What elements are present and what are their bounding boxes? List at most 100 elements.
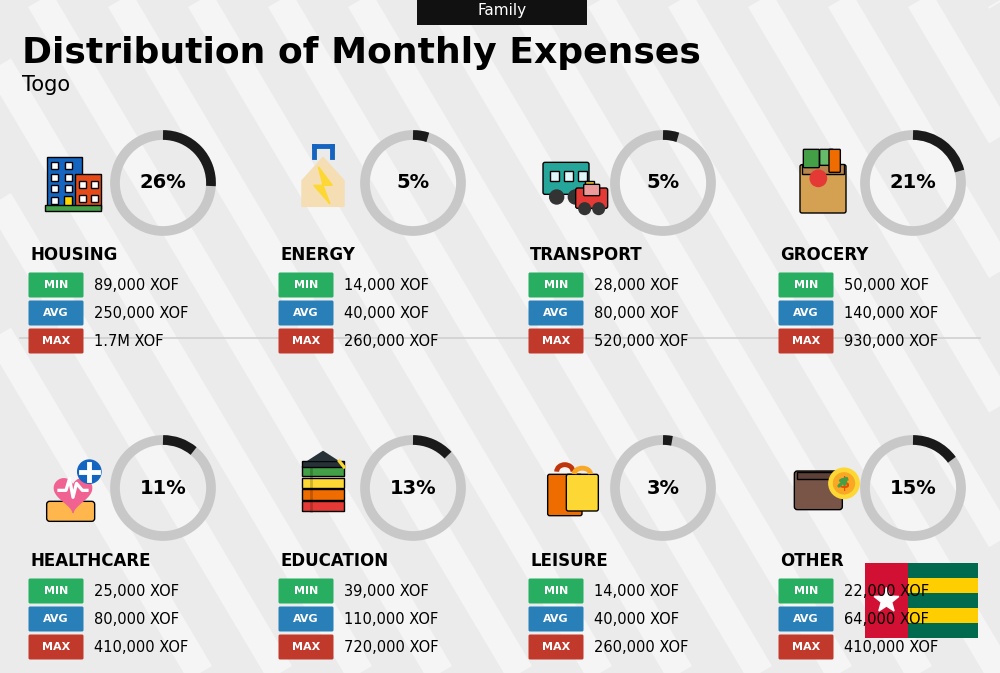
Text: 15%: 15% xyxy=(890,479,936,497)
FancyBboxPatch shape xyxy=(585,180,594,190)
Text: 26%: 26% xyxy=(140,174,186,192)
FancyBboxPatch shape xyxy=(278,579,334,604)
Text: LEISURE: LEISURE xyxy=(530,552,608,570)
FancyBboxPatch shape xyxy=(65,197,72,204)
FancyBboxPatch shape xyxy=(778,579,834,604)
Text: 5%: 5% xyxy=(646,174,680,192)
Text: AVG: AVG xyxy=(43,308,69,318)
Text: MIN: MIN xyxy=(294,280,318,290)
Circle shape xyxy=(568,190,582,204)
Text: MIN: MIN xyxy=(794,586,818,596)
Polygon shape xyxy=(307,451,339,461)
Text: 140,000 XOF: 140,000 XOF xyxy=(844,306,938,320)
Text: 110,000 XOF: 110,000 XOF xyxy=(344,612,438,627)
Circle shape xyxy=(550,190,564,204)
FancyBboxPatch shape xyxy=(75,174,101,209)
FancyBboxPatch shape xyxy=(28,635,84,660)
Text: 720,000 XOF: 720,000 XOF xyxy=(344,639,438,655)
FancyBboxPatch shape xyxy=(548,474,582,516)
Text: Distribution of Monthly Expenses: Distribution of Monthly Expenses xyxy=(22,36,701,70)
FancyBboxPatch shape xyxy=(528,301,584,326)
FancyBboxPatch shape xyxy=(51,185,58,192)
FancyBboxPatch shape xyxy=(90,180,98,188)
Text: AVG: AVG xyxy=(43,614,69,624)
FancyBboxPatch shape xyxy=(65,185,72,192)
FancyBboxPatch shape xyxy=(278,273,334,297)
Text: 1.7M XOF: 1.7M XOF xyxy=(94,334,164,349)
FancyBboxPatch shape xyxy=(90,194,98,202)
Text: 22,000 XOF: 22,000 XOF xyxy=(844,583,929,598)
FancyBboxPatch shape xyxy=(528,606,584,631)
Text: MAX: MAX xyxy=(792,336,820,346)
FancyBboxPatch shape xyxy=(417,0,587,25)
FancyBboxPatch shape xyxy=(576,188,608,209)
Text: 520,000 XOF: 520,000 XOF xyxy=(594,334,688,349)
Text: Togo: Togo xyxy=(22,75,70,95)
FancyBboxPatch shape xyxy=(28,606,84,631)
FancyBboxPatch shape xyxy=(778,273,834,297)
Text: MAX: MAX xyxy=(542,336,570,346)
Text: MIN: MIN xyxy=(544,586,568,596)
Circle shape xyxy=(834,473,854,494)
Text: 11%: 11% xyxy=(140,479,186,497)
Text: 13%: 13% xyxy=(390,479,436,497)
Polygon shape xyxy=(314,167,332,204)
FancyBboxPatch shape xyxy=(51,174,58,180)
Text: 930,000 XOF: 930,000 XOF xyxy=(844,334,938,349)
Text: 410,000 XOF: 410,000 XOF xyxy=(844,639,938,655)
FancyBboxPatch shape xyxy=(65,162,72,169)
FancyBboxPatch shape xyxy=(278,328,334,353)
FancyBboxPatch shape xyxy=(778,301,834,326)
FancyBboxPatch shape xyxy=(778,606,834,631)
FancyBboxPatch shape xyxy=(794,471,842,509)
Text: MAX: MAX xyxy=(542,642,570,652)
Text: MAX: MAX xyxy=(792,642,820,652)
Circle shape xyxy=(78,460,101,483)
Text: 25,000 XOF: 25,000 XOF xyxy=(94,583,179,598)
FancyBboxPatch shape xyxy=(28,328,84,353)
Circle shape xyxy=(579,203,590,215)
FancyBboxPatch shape xyxy=(778,635,834,660)
FancyBboxPatch shape xyxy=(564,172,573,180)
Text: 5%: 5% xyxy=(396,174,430,192)
Text: Family: Family xyxy=(477,3,527,18)
Text: OTHER: OTHER xyxy=(780,552,844,570)
Text: 40,000 XOF: 40,000 XOF xyxy=(344,306,429,320)
FancyBboxPatch shape xyxy=(528,579,584,604)
Text: 89,000 XOF: 89,000 XOF xyxy=(94,277,179,293)
Text: 260,000 XOF: 260,000 XOF xyxy=(344,334,438,349)
Text: ENERGY: ENERGY xyxy=(280,246,355,264)
Text: HEALTHCARE: HEALTHCARE xyxy=(30,552,150,570)
Text: 80,000 XOF: 80,000 XOF xyxy=(94,612,179,627)
FancyBboxPatch shape xyxy=(566,474,598,511)
Polygon shape xyxy=(54,479,92,512)
Polygon shape xyxy=(302,157,344,207)
FancyBboxPatch shape xyxy=(278,301,334,326)
FancyBboxPatch shape xyxy=(865,623,978,638)
FancyBboxPatch shape xyxy=(865,563,978,578)
Text: AVG: AVG xyxy=(793,614,819,624)
FancyBboxPatch shape xyxy=(820,149,833,166)
Text: 80,000 XOF: 80,000 XOF xyxy=(594,306,679,320)
Text: MAX: MAX xyxy=(42,642,70,652)
Text: HOUSING: HOUSING xyxy=(30,246,117,264)
Text: 14,000 XOF: 14,000 XOF xyxy=(594,583,679,598)
Text: 14,000 XOF: 14,000 XOF xyxy=(344,277,429,293)
FancyBboxPatch shape xyxy=(302,489,344,499)
FancyBboxPatch shape xyxy=(79,194,86,202)
FancyBboxPatch shape xyxy=(79,180,86,188)
Text: EDUCATION: EDUCATION xyxy=(280,552,388,570)
FancyBboxPatch shape xyxy=(64,196,72,209)
Text: GROCERY: GROCERY xyxy=(780,246,868,264)
FancyBboxPatch shape xyxy=(797,472,839,479)
Text: AVG: AVG xyxy=(543,308,569,318)
FancyBboxPatch shape xyxy=(47,157,82,209)
Text: MIN: MIN xyxy=(44,586,68,596)
Text: 3%: 3% xyxy=(646,479,680,497)
FancyBboxPatch shape xyxy=(51,197,58,204)
Text: MAX: MAX xyxy=(292,336,320,346)
Circle shape xyxy=(810,170,826,186)
FancyBboxPatch shape xyxy=(528,273,584,297)
FancyBboxPatch shape xyxy=(865,608,978,623)
Text: MIN: MIN xyxy=(544,280,568,290)
